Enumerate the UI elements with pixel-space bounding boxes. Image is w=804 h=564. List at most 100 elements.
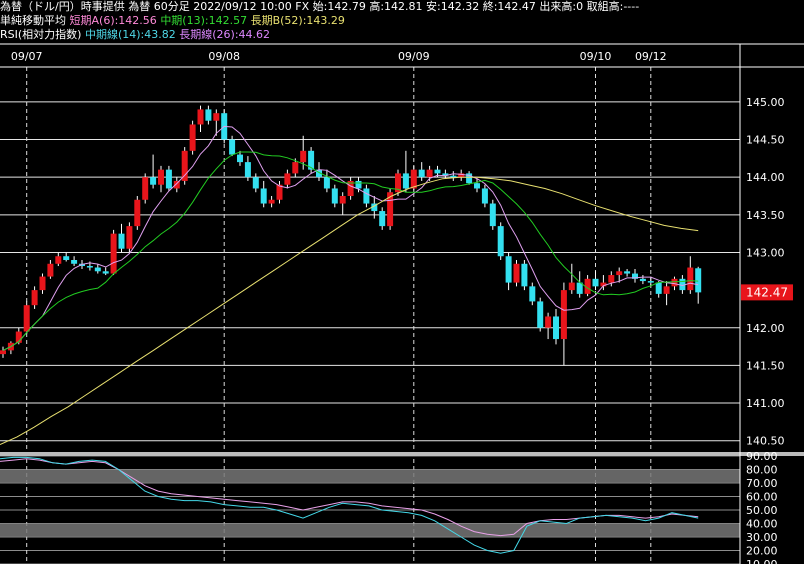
rsi-lines [0, 456, 699, 554]
date-label: 09/12 [635, 50, 667, 63]
price-tick-label: 144.50 [746, 134, 785, 147]
candle-body [379, 211, 386, 227]
candle-body [560, 290, 567, 340]
moving-average-lines [0, 125, 699, 445]
candle-body [260, 188, 267, 204]
candle-body [237, 154, 243, 163]
candle-body [47, 263, 54, 277]
candle-body [276, 184, 283, 200]
candle-body [647, 281, 654, 283]
date-label: 09/07 [11, 50, 43, 63]
candle-body [513, 263, 520, 283]
last-price-label: 142.47 [746, 285, 788, 299]
candle-body [442, 173, 449, 176]
candle-body [118, 233, 125, 249]
rsi-tick-label: 70.00 [746, 477, 778, 490]
candle-body [284, 173, 291, 185]
candle-body [608, 275, 615, 283]
candle-body [165, 169, 172, 189]
candle-body [426, 169, 433, 178]
candle-body [600, 282, 607, 287]
candle-body [584, 278, 591, 294]
last-price-tag [741, 284, 793, 301]
candle-body [624, 271, 631, 274]
candle-body [355, 180, 362, 189]
candle-body [553, 316, 559, 340]
candle-body [339, 196, 346, 204]
candle-body [0, 350, 6, 355]
candle-body [31, 290, 38, 306]
candle-body [489, 203, 496, 227]
candle-body [244, 162, 251, 178]
candle-body [126, 226, 133, 249]
rsi-bands [0, 469, 740, 537]
candle-body [387, 192, 394, 227]
candle-body [300, 150, 307, 163]
candle-body [632, 273, 638, 279]
candle-body [23, 305, 30, 332]
chart-grid [0, 67, 740, 564]
candle-body [497, 226, 504, 257]
candle-body [458, 173, 465, 178]
ma-long-line [0, 176, 699, 445]
price-tick-label: 141.50 [746, 359, 785, 372]
rsi-tick-label: 50.00 [746, 504, 778, 517]
candles [0, 105, 702, 366]
price-tick-label: 143.50 [746, 209, 785, 222]
ma-legend: 単純移動平均 短期A(6):142.56 中期(13):142.57 長期B(5… [0, 14, 345, 28]
candle-body [639, 278, 646, 282]
candle-body [529, 286, 536, 302]
panel-divider [0, 452, 804, 456]
candle-body [142, 177, 149, 200]
rsi-long-legend: 長期線(26):44.62 [179, 28, 271, 41]
candle-body [268, 199, 275, 204]
candle-body [316, 169, 322, 178]
candle-body [150, 177, 157, 185]
candle-body [663, 286, 670, 294]
candle-body [363, 188, 370, 204]
candle-body [671, 278, 678, 287]
rsi-tick-label: 60.00 [746, 491, 778, 504]
candle-body [252, 177, 259, 189]
price-tick-label: 140.50 [746, 435, 785, 448]
rsi-legend-title: RSI(相対力指数) [0, 28, 82, 41]
candle-body [592, 278, 599, 287]
candle-body [94, 267, 101, 272]
ma-long-legend: 長期B(52):143.29 [250, 14, 345, 27]
price-tick-label: 142.00 [746, 322, 785, 335]
candle-body [402, 173, 409, 189]
rsi-tick-label: 20.00 [746, 545, 778, 558]
candle-body [395, 173, 401, 193]
candle-body [347, 180, 354, 196]
rsi-band [0, 469, 740, 483]
rsi-tick-label: 30.00 [746, 531, 778, 544]
candle-body [537, 301, 544, 328]
candle-body [466, 173, 473, 184]
rsi-tick-label: 90.00 [746, 450, 778, 463]
candle-body [505, 256, 512, 283]
rsi-tick-label: 10.00 [746, 558, 778, 564]
candle-body [55, 256, 62, 264]
rsi-mid-line [0, 456, 699, 554]
candle-body [568, 282, 575, 291]
candle-body [331, 188, 338, 204]
candle-body [189, 124, 196, 151]
candle-body [181, 150, 188, 181]
ma-mid-legend: 中期(13):142.57 [160, 14, 248, 27]
candle-body [213, 113, 220, 121]
candle-body [481, 188, 488, 204]
price-tick-label: 144.00 [746, 171, 785, 184]
candle-body [292, 162, 299, 174]
date-label: 09/09 [398, 50, 430, 63]
candle-body [679, 278, 686, 291]
candle-body [173, 180, 180, 189]
candle-body [323, 177, 330, 189]
axis-labels: 145.00 144.50 144.00 143.50 143.00 142.00 141.… [11, 50, 793, 564]
candle-body [418, 169, 425, 178]
rsi-mid-legend: 中期線(14):43.82 [84, 28, 176, 41]
candle-body [450, 175, 457, 178]
rsi-tick-label: 40.00 [746, 518, 778, 531]
price-tick-label: 143.00 [746, 246, 785, 259]
ma-short-legend: 短期A(6):142.56 [69, 14, 157, 27]
